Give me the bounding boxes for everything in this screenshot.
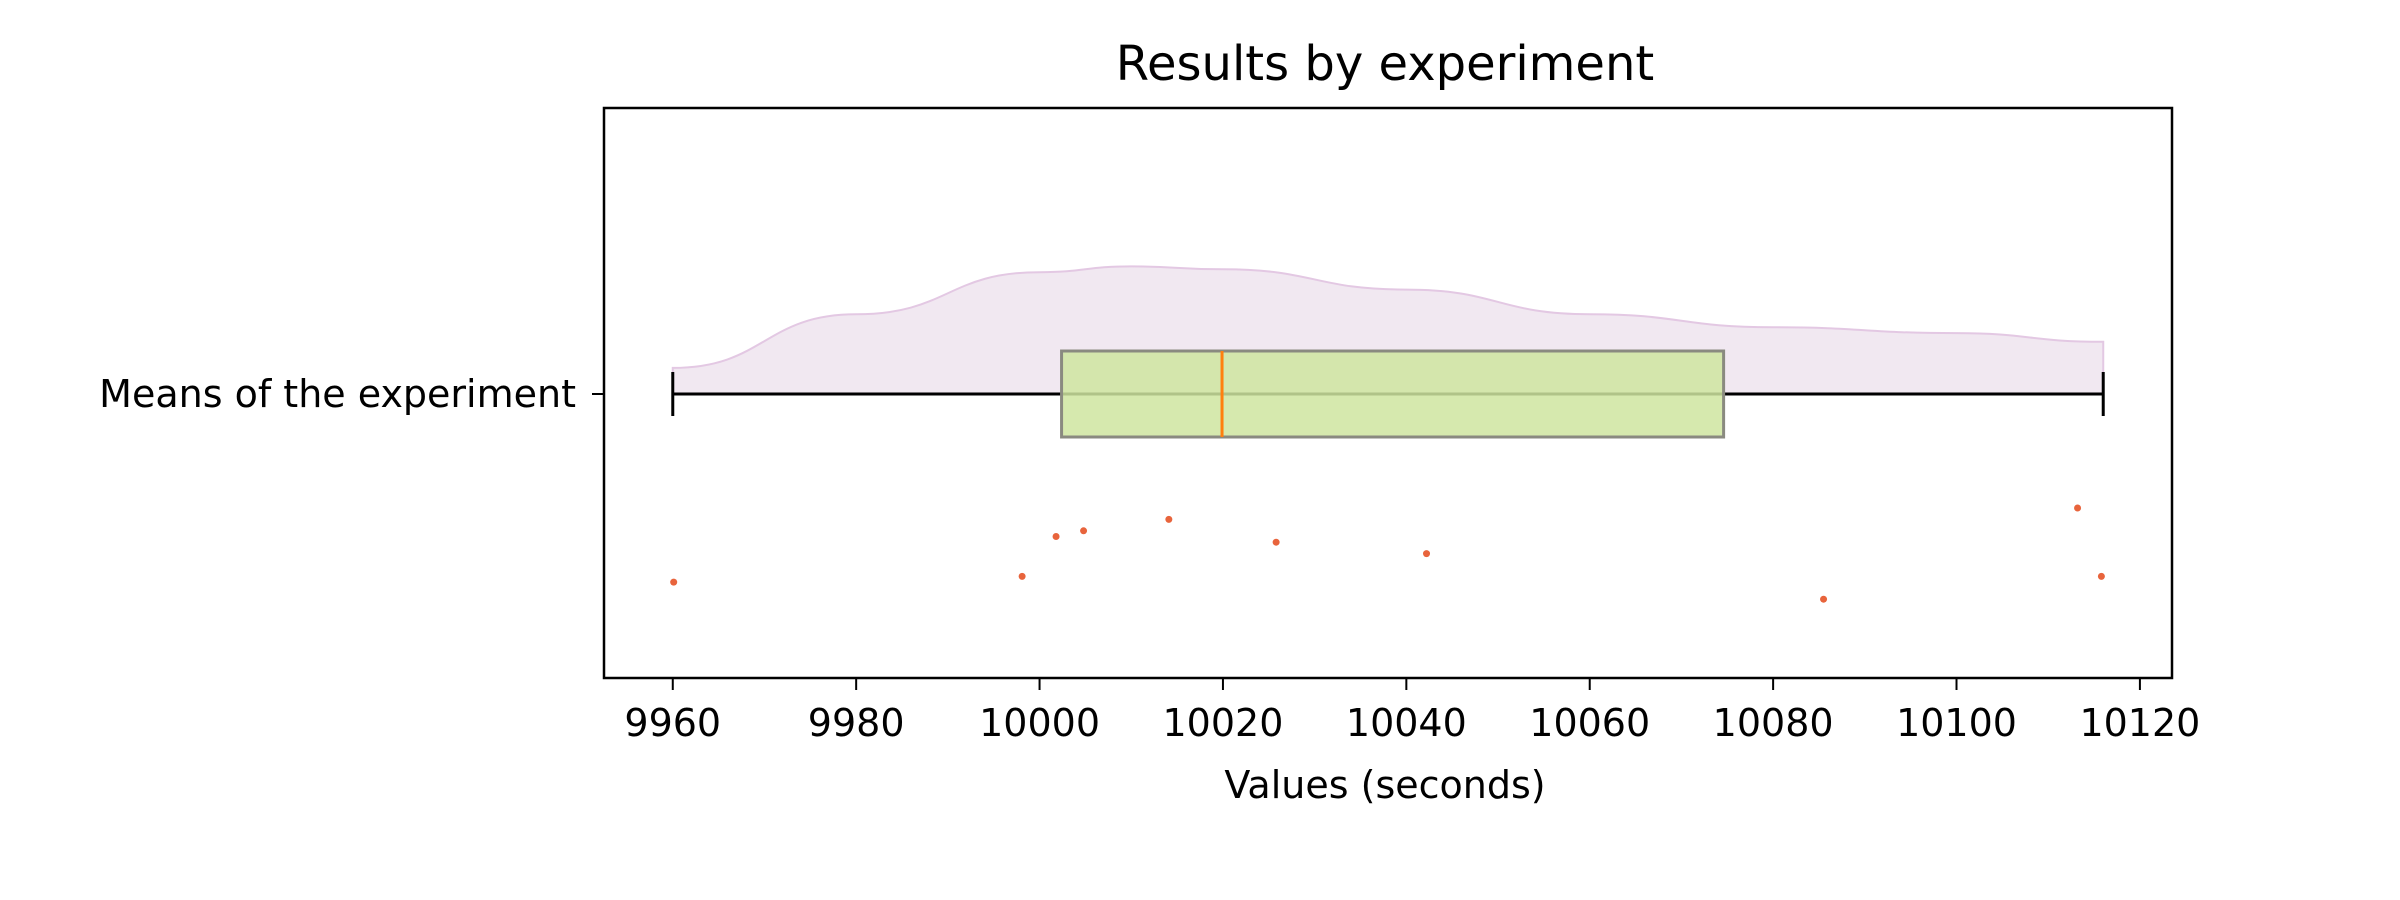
data-point-4 [1080,527,1088,535]
chart-title: Results by experiment [1116,36,1654,92]
x-tick-label-10080: 10080 [1713,701,1834,745]
data-point-1 [670,578,678,586]
plot-area: 9960 9980 10000 10020 10040 10060 10080 10100 10… [99,106,2200,745]
x-tick-label-10020: 10020 [1163,701,1284,745]
x-tick-label-9980: 9980 [808,701,905,745]
data-point-8 [1820,595,1828,603]
data-point-5 [1165,515,1173,523]
data-point-9 [2074,504,2082,512]
data-point-2 [1018,572,1026,580]
x-tick-label-9960: 9960 [624,701,721,745]
data-point-10 [2097,572,2105,580]
data-point-3 [1052,533,1060,540]
x-tick-label-10060: 10060 [1529,701,1650,745]
x-tick-label-10000: 10000 [979,701,1100,745]
y-category-label: Means of the experiment [99,372,576,416]
x-tick-label-10120: 10120 [2079,701,2200,745]
x-tick-label-10100: 10100 [1896,701,2017,745]
data-point-6 [1272,538,1280,546]
data-point-7 [1423,550,1431,558]
iqr-box [1060,349,1726,439]
x-tick-label-10040: 10040 [1346,701,1467,745]
density-area [671,265,2105,395]
x-axis-label: Values (seconds) [1224,763,1545,807]
